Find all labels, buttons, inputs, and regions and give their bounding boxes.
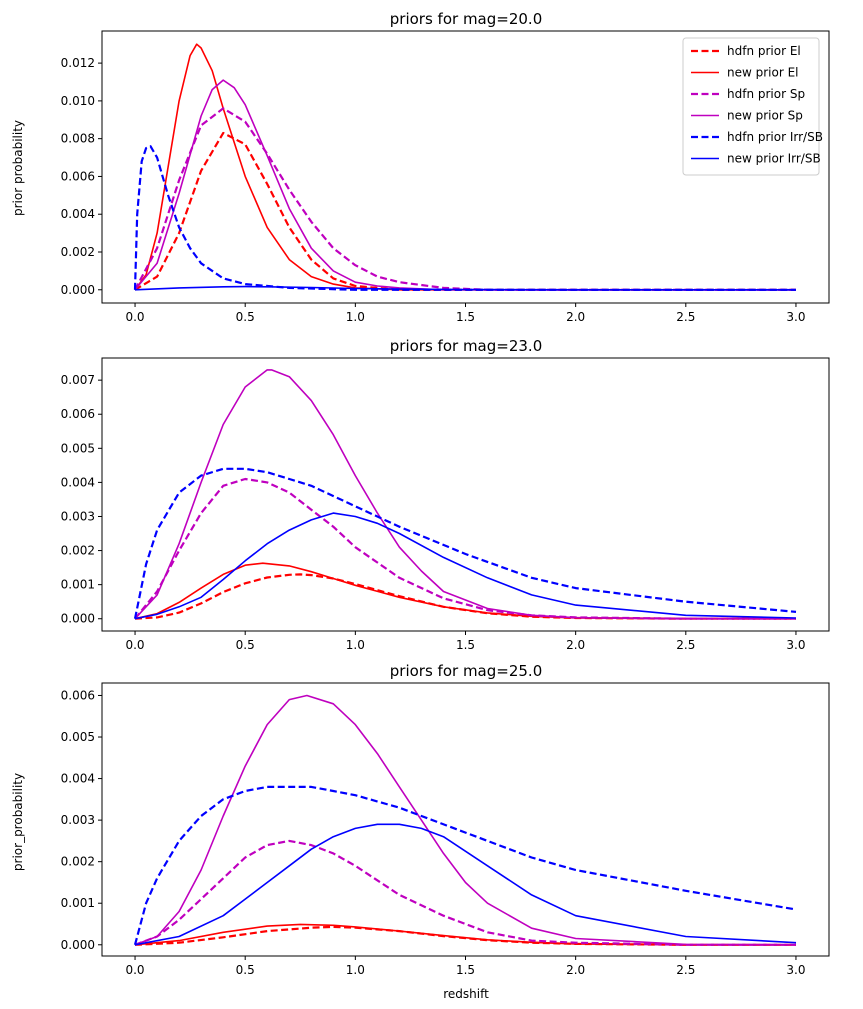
series-line-5 bbox=[134, 512, 797, 620]
y-tick-label: 0.004 bbox=[61, 772, 95, 786]
panel-mag-25: priors for mag=25.0 prior_probability re… bbox=[11, 662, 830, 1001]
x-tick-label: 1.0 bbox=[346, 638, 365, 652]
series-line-1 bbox=[134, 562, 796, 620]
y-axis-label: prior probability bbox=[11, 120, 25, 216]
x-tick-label: 0.5 bbox=[236, 310, 255, 324]
series-line-2 bbox=[134, 839, 796, 946]
y-tick-label: 0.005 bbox=[61, 730, 95, 744]
panel-mag-20: priors for mag=20.0 prior probability 0.… bbox=[11, 10, 830, 324]
panel-title: priors for mag=25.0 bbox=[390, 662, 542, 680]
x-tick-label: 0.5 bbox=[236, 963, 255, 977]
series-line-3 bbox=[134, 369, 796, 620]
x-tick-label: 1.5 bbox=[456, 963, 475, 977]
legend-label: hdfn prior Irr/SB bbox=[727, 130, 823, 144]
x-tick-label: 2.5 bbox=[676, 638, 695, 652]
y-tick-label: 0.001 bbox=[61, 578, 95, 592]
x-tick-label: 3.0 bbox=[786, 963, 805, 977]
x-tick-label: 1.5 bbox=[456, 310, 475, 324]
y-tick-label: 0.001 bbox=[61, 896, 95, 910]
y-tick-label: 0.000 bbox=[61, 612, 95, 626]
x-axis-label: redshift bbox=[443, 987, 489, 1001]
y-tick-label: 0.004 bbox=[61, 207, 95, 221]
y-tick-label: 0.004 bbox=[61, 475, 95, 489]
series-line-2 bbox=[134, 107, 796, 291]
panel-title: priors for mag=20.0 bbox=[390, 10, 542, 28]
x-tick-label: 0.0 bbox=[125, 963, 144, 977]
x-tick-label: 0.5 bbox=[236, 638, 255, 652]
panel-title: priors for mag=23.0 bbox=[390, 337, 542, 355]
y-tick-label: 0.003 bbox=[61, 509, 95, 523]
y-tick-label: 0.006 bbox=[61, 688, 95, 702]
x-tick-label: 0.0 bbox=[125, 310, 144, 324]
x-tick-label: 1.5 bbox=[456, 638, 475, 652]
legend: hdfn prior El new prior El hdfn prior Sp ne… bbox=[682, 37, 823, 176]
legend-label: hdfn prior Sp bbox=[727, 87, 805, 101]
y-tick-label: 0.003 bbox=[61, 813, 95, 827]
series-line-3 bbox=[134, 694, 797, 946]
y-tick-label: 0.002 bbox=[61, 245, 95, 259]
x-tick-label: 2.5 bbox=[676, 963, 695, 977]
y-tick-label: 0.012 bbox=[61, 56, 95, 70]
y-tick-label: 0.002 bbox=[61, 855, 95, 869]
y-tick-label: 0.000 bbox=[61, 283, 95, 297]
x-tick-label: 1.0 bbox=[346, 963, 365, 977]
series-line-4 bbox=[133, 145, 796, 291]
legend-label: hdfn prior El bbox=[727, 44, 801, 58]
x-tick-label: 2.0 bbox=[566, 963, 585, 977]
series-line-2 bbox=[134, 477, 796, 620]
x-tick-label: 2.0 bbox=[566, 638, 585, 652]
x-tick-label: 3.0 bbox=[786, 310, 805, 324]
y-tick-label: 0.002 bbox=[61, 544, 95, 558]
series-line-0 bbox=[134, 573, 796, 620]
y-axis-label: prior_probability bbox=[11, 773, 25, 871]
legend-label: new prior El bbox=[727, 66, 799, 80]
y-tick-label: 0.000 bbox=[61, 938, 95, 952]
y-tick-label: 0.010 bbox=[61, 94, 95, 108]
series-line-5 bbox=[134, 285, 796, 291]
legend-label: new prior Sp bbox=[727, 109, 803, 123]
axes-frame bbox=[101, 682, 830, 957]
y-tick-label: 0.006 bbox=[61, 169, 95, 183]
legend-label: new prior Irr/SB bbox=[727, 152, 821, 166]
y-tick-label: 0.005 bbox=[61, 441, 95, 455]
x-tick-label: 2.5 bbox=[676, 310, 695, 324]
x-tick-label: 0.0 bbox=[125, 638, 144, 652]
x-tick-label: 3.0 bbox=[786, 638, 805, 652]
x-tick-label: 1.0 bbox=[346, 310, 365, 324]
series-line-5 bbox=[134, 823, 797, 946]
y-tick-label: 0.006 bbox=[61, 407, 95, 421]
x-tick-label: 2.0 bbox=[566, 310, 585, 324]
y-tick-label: 0.008 bbox=[61, 132, 95, 146]
panel-mag-23: priors for mag=23.0 0.0 0.5 1.0 1.5 2.0 2.5 3.… bbox=[61, 337, 830, 652]
series-line-0 bbox=[134, 925, 796, 946]
y-tick-label: 0.007 bbox=[61, 373, 95, 387]
series-line-4 bbox=[133, 785, 797, 946]
series-line-4 bbox=[133, 467, 797, 619]
series-line-1 bbox=[134, 923, 796, 946]
